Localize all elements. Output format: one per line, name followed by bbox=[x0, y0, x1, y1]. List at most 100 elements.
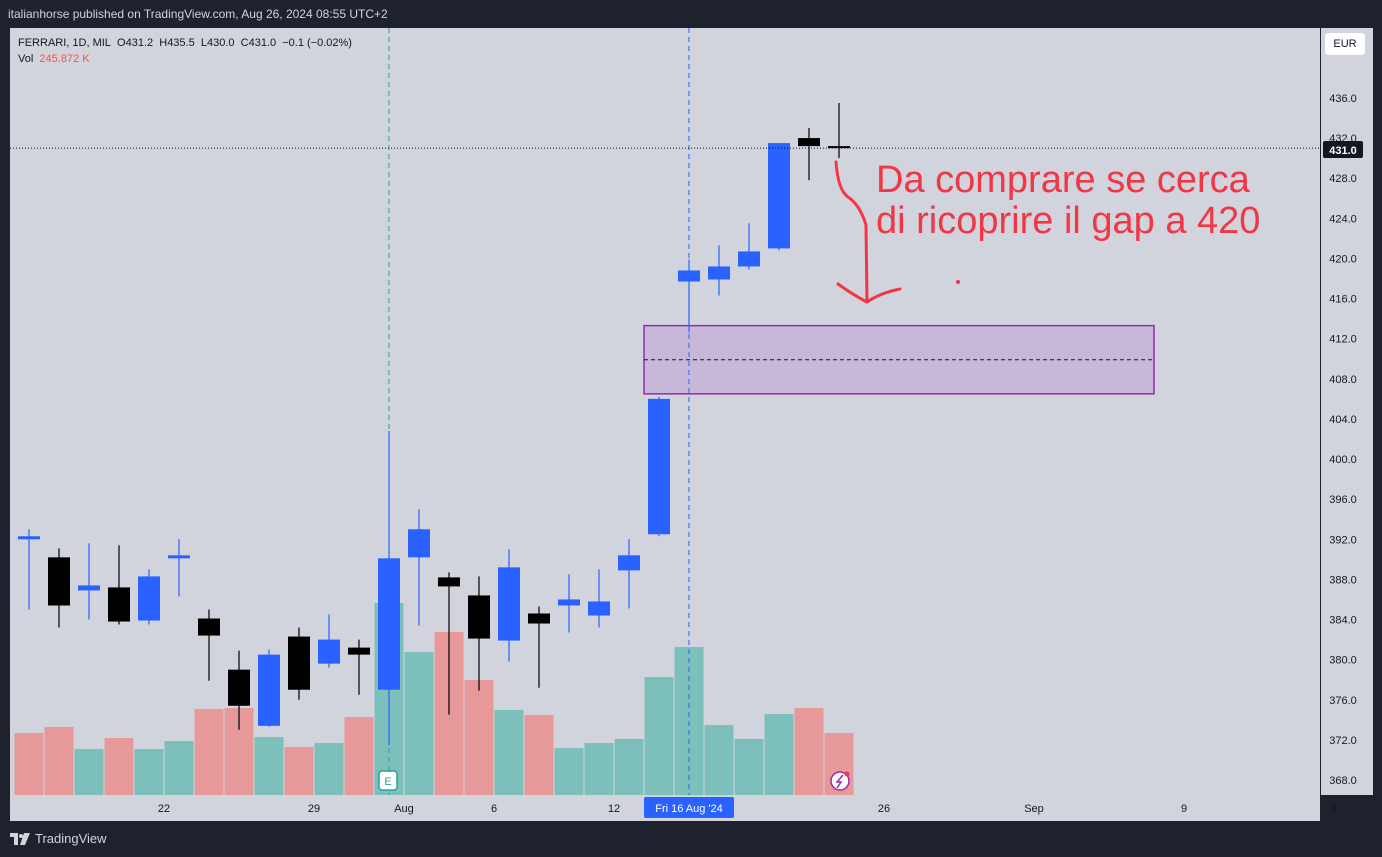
candle bbox=[138, 569, 160, 625]
top-bar: italianhorse published on TradingView.co… bbox=[0, 0, 1382, 28]
candles bbox=[18, 102, 850, 745]
x-tick-label: 9 bbox=[1181, 803, 1187, 815]
y-tick-label: 408.0 bbox=[1329, 374, 1357, 386]
earnings-marker[interactable]: E bbox=[378, 770, 398, 791]
candle bbox=[48, 548, 70, 628]
symbol-label[interactable]: FERRARI, 1D, MIL bbox=[18, 37, 111, 49]
x-tick-label: 29 bbox=[308, 803, 320, 815]
candle bbox=[588, 569, 610, 628]
candle-body bbox=[258, 654, 280, 726]
volume-bar bbox=[344, 717, 374, 795]
y-tick-label: 392.0 bbox=[1329, 534, 1357, 546]
candle-body bbox=[138, 576, 160, 621]
y-tick-label: 412.0 bbox=[1329, 334, 1357, 346]
candle-body bbox=[498, 567, 520, 641]
candle-body bbox=[348, 647, 370, 655]
volume-bar bbox=[524, 715, 554, 795]
volume-bar bbox=[314, 743, 344, 795]
candle bbox=[618, 539, 640, 609]
candle bbox=[738, 223, 760, 270]
candle bbox=[408, 509, 430, 626]
candle-body bbox=[798, 138, 820, 147]
volume-bar bbox=[764, 714, 794, 795]
candle bbox=[648, 396, 670, 537]
high-value: H435.5 bbox=[159, 37, 195, 49]
y-tick-label: 368.0 bbox=[1329, 775, 1357, 787]
x-axis-ticks: 22 29 Aug 6 12 26 Sep 9 1 bbox=[158, 803, 1337, 815]
candle bbox=[318, 614, 340, 668]
gap-zone bbox=[643, 324, 1155, 395]
earnings-marker-label: E bbox=[384, 776, 391, 788]
candle-body bbox=[468, 595, 490, 639]
candle bbox=[258, 649, 280, 727]
candle bbox=[708, 245, 730, 296]
candle bbox=[828, 102, 850, 159]
tradingview-brand: TradingView bbox=[35, 831, 107, 846]
y-tick-label: 388.0 bbox=[1329, 574, 1357, 586]
annotation-brace bbox=[834, 160, 869, 302]
tradingview-logo[interactable]: TradingView bbox=[10, 831, 107, 846]
volume-bar bbox=[194, 709, 224, 795]
candle bbox=[378, 430, 400, 745]
legend: FERRARI, 1D, MIL O431.2 H435.5 L430.0 C4… bbox=[18, 35, 352, 67]
candle bbox=[168, 539, 190, 597]
candle bbox=[558, 574, 580, 633]
annotation-line-2: di ricoprire il gap a 420 bbox=[876, 200, 1260, 242]
candle-body bbox=[48, 557, 70, 606]
volume-bar bbox=[14, 733, 44, 795]
candle-body bbox=[378, 558, 400, 690]
candle-body bbox=[318, 639, 340, 664]
bottom-bar: TradingView bbox=[0, 821, 1382, 857]
crosshair-date-badge: Fri 16 Aug '24 bbox=[644, 797, 734, 818]
y-tick-label: 424.0 bbox=[1329, 213, 1357, 225]
candle-body bbox=[168, 555, 190, 559]
x-tick-label: 12 bbox=[608, 803, 620, 815]
volume-bar bbox=[494, 710, 524, 795]
candle bbox=[18, 529, 40, 610]
volume-bar bbox=[44, 727, 74, 795]
candle bbox=[438, 572, 460, 715]
volume-bar bbox=[104, 738, 134, 795]
vol-label[interactable]: Vol bbox=[18, 53, 34, 65]
candle-body bbox=[528, 613, 550, 624]
dividend-icon[interactable] bbox=[830, 771, 850, 791]
volume-bar bbox=[794, 708, 824, 795]
candle-body bbox=[408, 529, 430, 558]
candle-body bbox=[198, 618, 220, 636]
candle bbox=[768, 143, 790, 251]
volume-bar bbox=[134, 749, 164, 795]
candle-body bbox=[108, 587, 130, 622]
y-tick-label: 384.0 bbox=[1329, 615, 1357, 627]
candle-body bbox=[648, 398, 670, 535]
y-tick-label: 428.0 bbox=[1329, 173, 1357, 185]
annotation: Da comprare se cerca di ricoprire il gap… bbox=[834, 159, 1260, 304]
x-tick-label: Aug bbox=[394, 803, 414, 815]
volume-bar bbox=[254, 737, 284, 795]
tradingview-logo-icon bbox=[10, 832, 30, 845]
candle bbox=[528, 606, 550, 688]
annotation-dot bbox=[956, 280, 960, 284]
annotation-arrow-head bbox=[836, 282, 902, 304]
y-tick-label: 396.0 bbox=[1329, 494, 1357, 506]
candle bbox=[288, 627, 310, 700]
candle-body bbox=[18, 536, 40, 540]
candle-body bbox=[558, 599, 580, 606]
last-price-badge: 431.0 bbox=[1323, 141, 1363, 158]
y-tick-label: 420.0 bbox=[1329, 253, 1357, 265]
currency-button[interactable]: EUR bbox=[1325, 33, 1365, 55]
candle bbox=[198, 609, 220, 681]
candle bbox=[678, 259, 700, 333]
ohlc-row: FERRARI, 1D, MIL O431.2 H435.5 L430.0 C4… bbox=[18, 35, 352, 51]
candle bbox=[798, 128, 820, 181]
volume-bar bbox=[284, 747, 314, 795]
y-tick-label: 376.0 bbox=[1329, 695, 1357, 707]
candle bbox=[498, 549, 520, 662]
volume-bar bbox=[584, 743, 614, 795]
volume-row: Vol 245.872 K bbox=[18, 51, 352, 67]
candle-body bbox=[678, 270, 700, 282]
volume-bar bbox=[644, 677, 674, 795]
candle-body bbox=[618, 555, 640, 571]
publisher-info: italianhorse published on TradingView.co… bbox=[8, 7, 388, 21]
candle bbox=[468, 576, 490, 691]
y-tick-label: 380.0 bbox=[1329, 655, 1357, 667]
